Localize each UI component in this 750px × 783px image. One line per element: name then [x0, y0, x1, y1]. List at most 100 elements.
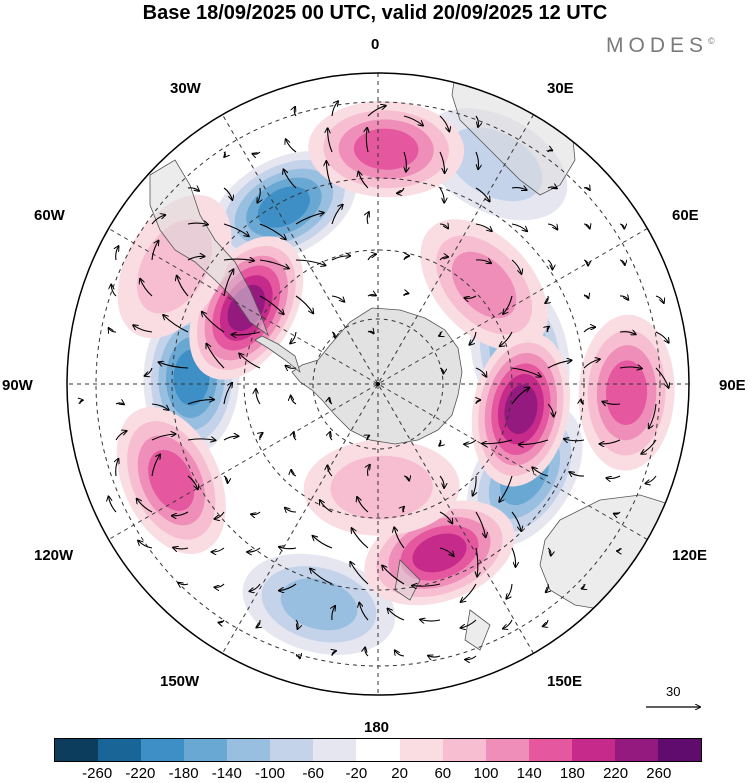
- wind-vector-167: [546, 583, 549, 592]
- wind-vector-60: [295, 213, 324, 225]
- wind-vector-27: [172, 511, 189, 516]
- colorbar-tick-0: -260: [82, 765, 113, 782]
- wind-vectors: [80, 101, 669, 659]
- anomaly-contour-10-5: [504, 384, 538, 434]
- wind-vector-179: [619, 224, 624, 229]
- wind-vector-95: [367, 436, 369, 440]
- wind-vector-25: [187, 439, 215, 440]
- wind-vector-12: [145, 367, 153, 376]
- wind-vector-157: [547, 187, 557, 188]
- wind-vector-123: [439, 547, 454, 556]
- wind-vector-133: [469, 331, 477, 345]
- lon-label-90w: 90W: [2, 377, 33, 394]
- lon-label-150w: 150W: [160, 673, 200, 690]
- wind-vector-59: [284, 169, 297, 189]
- wind-vector-163: [547, 403, 554, 417]
- wind-vector-86: [332, 606, 335, 621]
- anomaly-contour-12-3: [148, 449, 195, 511]
- colorbar-tick-9: 100: [473, 765, 499, 782]
- wind-vector-159: [547, 259, 552, 269]
- wind-vector-50: [239, 354, 261, 369]
- wind-vector-107: [403, 476, 409, 481]
- wind-vector-70: [279, 583, 297, 591]
- wind-vector-192: [649, 403, 657, 428]
- wind-vector-170: [583, 224, 590, 228]
- wind-vector-1: [116, 246, 119, 261]
- wind-vector-180: [619, 259, 625, 265]
- wind-vector-185: [600, 439, 621, 444]
- wind-vector-150: [482, 439, 513, 444]
- wind-vector-82: [328, 465, 333, 477]
- wind-vector-48: [259, 295, 284, 314]
- colorbar-cell-7: [356, 739, 400, 761]
- lon-label-150e: 150E: [547, 673, 583, 690]
- wind-vector-41: [212, 547, 225, 552]
- wind-vector-3: [109, 328, 117, 332]
- wind-vector-144: [511, 223, 527, 231]
- wind-vector-172: [583, 296, 588, 298]
- wind-vector-56: [256, 619, 260, 628]
- wind-vector-132: [464, 295, 477, 298]
- anomaly-contour-4-2: [280, 578, 358, 631]
- wind-vector-177: [569, 472, 585, 476]
- wind-vector-124: [412, 584, 441, 586]
- wind-vector-16: [137, 499, 153, 513]
- wind-vector-100: [359, 603, 369, 621]
- colorbar-cell-8: [399, 739, 443, 761]
- wind-vector-102: [403, 115, 423, 126]
- wind-vector-67: [291, 470, 297, 477]
- wind-vector-39: [223, 475, 228, 483]
- wind-vector-134: [475, 367, 486, 377]
- wind-vector-183: [619, 367, 642, 368]
- wind-vector-62: [295, 295, 313, 313]
- wind-vector-34: [223, 269, 233, 297]
- wind-vector-57: [294, 107, 297, 117]
- wind-vector-110: [382, 566, 405, 585]
- wind-vector-165: [532, 467, 549, 477]
- wind-vector-90: [358, 172, 369, 189]
- colorbar-tick-2: -180: [168, 765, 199, 782]
- wind-vector-88: [367, 106, 386, 117]
- wind-vector-135: [476, 400, 480, 405]
- colorbar-tick-6: -20: [345, 765, 368, 782]
- wind-vector-166: [547, 547, 551, 556]
- wind-vector-30: [224, 152, 225, 157]
- wind-vector-61: [295, 259, 326, 265]
- wind-vector-81: [330, 432, 333, 441]
- wind-vector-42: [215, 583, 225, 587]
- wind-vector-152: [511, 511, 521, 531]
- wind-vector-189: [655, 295, 664, 303]
- wind-vector-140: [461, 583, 477, 602]
- wind-vector-9: [151, 241, 159, 261]
- anomaly-contour-14-1: [330, 455, 433, 520]
- wind-vector-15: [151, 454, 160, 477]
- wind-vector-142: [465, 655, 477, 660]
- wind-vector-43: [219, 619, 225, 623]
- wind-vector-99: [350, 562, 369, 585]
- brand-logo: MODES©: [606, 34, 715, 58]
- brand-mark: ©: [708, 36, 715, 46]
- wind-vector-73: [331, 101, 338, 117]
- lon-label-120w: 120W: [34, 547, 74, 564]
- wind-vector-2: [111, 285, 117, 297]
- wind-vector-85: [310, 569, 333, 585]
- wind-vector-55: [250, 583, 261, 591]
- colorbar-cell-11: [528, 739, 572, 761]
- wind-vector-78: [331, 295, 344, 302]
- anomaly-contour-13-4: [412, 533, 467, 573]
- wind-vector-145: [511, 259, 522, 274]
- wind-vector-193: [641, 439, 657, 454]
- wind-vector-68: [285, 508, 297, 512]
- wind-vector-128: [476, 151, 479, 169]
- colorbar-cell-12: [571, 739, 615, 761]
- wind-vector-13: [151, 403, 169, 410]
- wind-vector-130: [475, 223, 492, 231]
- wind-vector-158: [547, 223, 557, 229]
- wind-vector-19: [187, 223, 208, 225]
- wind-vector-156: [548, 150, 552, 153]
- wind-vector-188: [617, 547, 620, 551]
- wind-vector-7: [109, 497, 117, 513]
- wind-vector-53: [251, 511, 261, 515]
- wind-vector-66: [293, 432, 297, 441]
- wind-vector-38: [223, 436, 238, 441]
